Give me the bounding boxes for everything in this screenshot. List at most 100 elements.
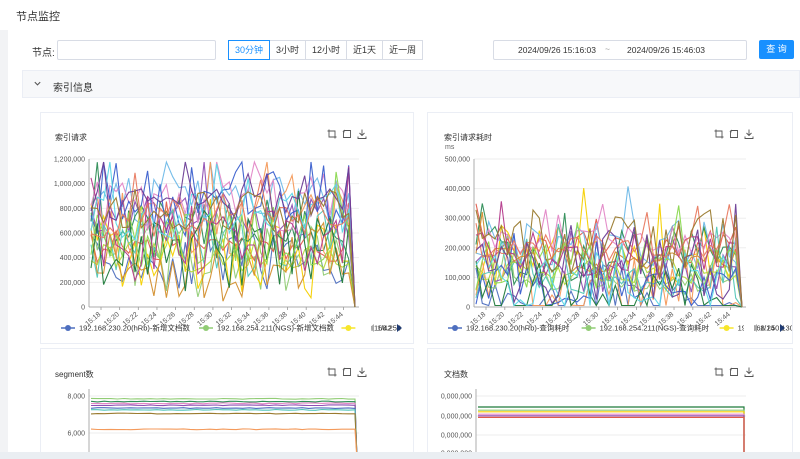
series-line [90, 404, 358, 459]
legend-entry: 192.168.254.211(NGS)-查询耗时 [600, 323, 710, 333]
series-line [90, 402, 358, 459]
chart-card-index-request-latency: 索引请求耗时 ms 0 100,000 200,000 300,000 400,000 5… [427, 112, 793, 344]
chart-card-index-requests: 索引请求 0 200,000 400,000 600,000 800,000 1,000,… [40, 112, 414, 344]
series-line [90, 208, 356, 308]
series-line [475, 203, 743, 308]
node-input[interactable] [57, 40, 216, 60]
y-tick-label: 8,000 [67, 394, 85, 401]
y-tick-label: 200,000 [445, 245, 470, 252]
crop-icon[interactable] [714, 367, 724, 377]
query-button[interactable]: 查 询 [759, 40, 794, 59]
series-line [475, 204, 743, 308]
series-line [475, 256, 743, 308]
y-tick-label: 0 [81, 305, 85, 312]
page-title: 节点监控 [16, 11, 60, 23]
legend-prev-icon [369, 324, 374, 332]
legend-marker [585, 325, 592, 331]
legend-next-icon [397, 324, 402, 332]
series-line [478, 416, 745, 459]
chart-index-requests: 0 200,000 400,000 600,000 800,000 1,000,000 1,… [54, 157, 402, 336]
range-1w-button[interactable]: 近一周 [382, 40, 424, 60]
download-icon[interactable] [744, 129, 754, 139]
y-tick-label: 500,000 [445, 157, 470, 164]
crop-icon[interactable] [327, 367, 337, 377]
crop-icon[interactable] [714, 129, 724, 139]
series-line [475, 211, 743, 308]
range-1d-button[interactable]: 近1天 [346, 40, 384, 60]
series-line [90, 407, 358, 459]
chart-toolbox [714, 129, 754, 139]
time-range-group: 30分钟 3小时 12小时 近1天 近一周 [228, 40, 424, 60]
series-line [90, 428, 358, 459]
y-tick-label: 0,000,000 [441, 433, 472, 440]
node-filter-label: 节点: [32, 48, 55, 59]
y-tick-label: 1,000,000 [54, 181, 85, 188]
range-12h-button[interactable]: 12小时 [305, 40, 348, 60]
legend-marker [65, 325, 71, 331]
legend-fade [744, 320, 754, 336]
series-line [90, 221, 356, 308]
y-tick-label: 6,000 [67, 431, 85, 438]
y-tick-label: 100,000 [445, 275, 470, 282]
legend-page-indicator: 1/14 [760, 324, 775, 333]
legend-entry: 192.168.250.130 [738, 324, 792, 333]
y-tick-label: 0,000,000 [441, 414, 472, 421]
crop-icon[interactable] [327, 129, 337, 139]
y-tick-label: 800,000 [60, 206, 85, 213]
series-line [475, 203, 743, 308]
date-start[interactable]: 2024/09/26 15:16:03 [518, 45, 596, 55]
range-30min-button[interactable]: 30分钟 [228, 40, 271, 60]
chart-segment-count: 8,000 6,000 [67, 389, 359, 459]
series-line [90, 199, 356, 308]
legend-marker [203, 325, 209, 331]
section-title: 索引信息 [53, 83, 93, 94]
series-line [475, 223, 743, 308]
horizontal-scrollbar[interactable] [0, 452, 800, 459]
series-line [475, 201, 743, 308]
range-3h-button[interactable]: 3小时 [269, 40, 307, 60]
y-tick-label: 0 [466, 305, 470, 312]
restore-icon[interactable] [342, 129, 352, 139]
legend-entry: 192.168.230.20(hRb)-新增文档数 [79, 323, 190, 333]
legend-fade [357, 320, 371, 336]
collapse-header-index-info[interactable]: 索引信息 [22, 70, 800, 98]
x-tick-label: 15:30 [582, 311, 600, 328]
series-line [90, 190, 356, 308]
download-icon[interactable] [744, 367, 754, 377]
series-line [90, 160, 356, 308]
legend-page-indicator: 1/42 [377, 324, 392, 333]
legend-marker [452, 325, 458, 331]
series-line [475, 237, 743, 308]
download-icon[interactable] [357, 129, 367, 139]
top-bar: 节点监控 [0, 0, 800, 30]
y-tick-label: 300,000 [445, 216, 470, 223]
legend-entry: 192.168.230.20(hRb)-查询耗时 [466, 323, 570, 333]
chart-title: 索引请求 [55, 133, 87, 142]
date-range-picker[interactable]: 2024/09/26 15:16:03 ~ 2024/09/26 15:46:0… [493, 40, 747, 60]
restore-icon[interactable] [342, 367, 352, 377]
chevron-down-icon [34, 81, 41, 86]
y-tick-label: 600,000 [60, 231, 85, 238]
legend-next-icon [780, 324, 785, 332]
chart-toolbox [327, 367, 367, 377]
y-tick-label: 400,000 [60, 255, 85, 262]
restore-icon[interactable] [729, 367, 739, 377]
series-line [90, 172, 356, 308]
chart-card-segment-count: segment数 8,000 6,000 [40, 348, 414, 459]
download-icon[interactable] [357, 367, 367, 377]
y-tick-label: 200,000 [60, 280, 85, 287]
date-end[interactable]: 2024/09/26 15:46:03 [627, 45, 705, 55]
x-tick-label: 15:44 [714, 311, 732, 328]
legend-prev-icon [752, 324, 757, 332]
legend-entry: 192.168.250 [359, 324, 401, 333]
chart-index-request-latency: 0100,000200,000300,000400,000500,00015:1… [445, 157, 792, 336]
chart-title: 文档数 [444, 370, 468, 379]
legend-marker [723, 325, 730, 331]
legend-entry: 192.168.254.211(NGS)-新增文档数 [217, 323, 334, 333]
restore-icon[interactable] [729, 129, 739, 139]
series-line [90, 189, 356, 308]
series-line [90, 412, 358, 459]
series-line [90, 397, 358, 459]
